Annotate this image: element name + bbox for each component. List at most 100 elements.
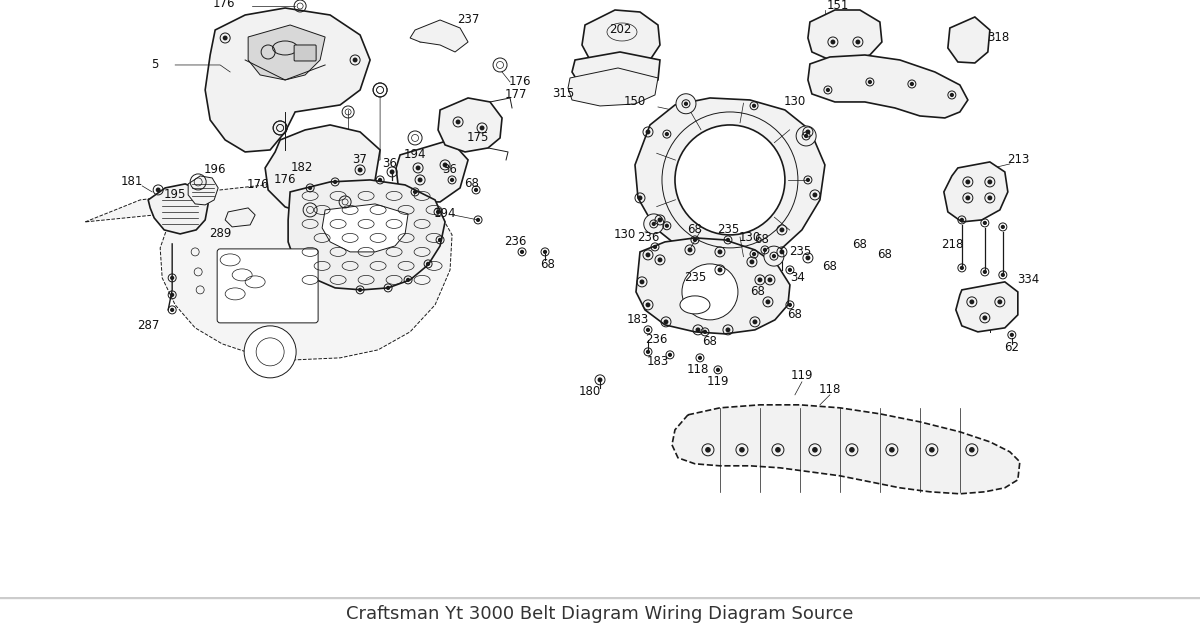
Circle shape (659, 218, 661, 222)
Circle shape (334, 181, 336, 183)
Circle shape (676, 94, 696, 114)
Text: 287: 287 (137, 319, 160, 333)
Circle shape (970, 300, 973, 304)
Text: 177: 177 (505, 88, 527, 101)
Circle shape (643, 214, 664, 234)
Circle shape (414, 190, 416, 193)
Circle shape (911, 83, 913, 86)
Text: 218: 218 (941, 238, 964, 251)
Circle shape (706, 448, 710, 452)
Circle shape (170, 309, 174, 311)
Polygon shape (226, 208, 256, 227)
Circle shape (984, 222, 986, 224)
Circle shape (998, 300, 1002, 304)
Circle shape (437, 210, 439, 214)
Circle shape (788, 304, 791, 306)
Text: 183: 183 (647, 355, 670, 369)
Circle shape (856, 40, 859, 43)
Circle shape (988, 180, 991, 184)
Circle shape (752, 105, 756, 107)
Text: 130: 130 (614, 229, 636, 241)
Circle shape (659, 258, 661, 261)
Text: 62: 62 (1004, 341, 1019, 354)
Ellipse shape (680, 296, 710, 314)
Polygon shape (808, 10, 882, 60)
Circle shape (750, 260, 754, 263)
Circle shape (788, 268, 791, 272)
Text: 194: 194 (404, 149, 426, 161)
Text: 202: 202 (608, 23, 631, 37)
Circle shape (674, 125, 785, 235)
Circle shape (1010, 333, 1013, 336)
Polygon shape (188, 176, 218, 205)
Polygon shape (85, 180, 452, 360)
Polygon shape (956, 282, 1018, 332)
Text: 118: 118 (686, 364, 709, 376)
Polygon shape (148, 184, 208, 234)
Text: 150: 150 (624, 96, 646, 108)
Text: 334: 334 (1016, 273, 1039, 287)
Circle shape (353, 58, 356, 62)
Text: 68: 68 (702, 335, 718, 348)
Circle shape (764, 246, 784, 266)
Polygon shape (808, 55, 968, 118)
Text: 36: 36 (383, 158, 397, 171)
Polygon shape (205, 8, 370, 152)
Polygon shape (672, 405, 1020, 494)
Circle shape (599, 378, 601, 382)
Circle shape (763, 248, 767, 251)
Text: 34: 34 (791, 272, 805, 284)
Text: 176: 176 (274, 173, 296, 186)
Polygon shape (948, 17, 990, 63)
Text: 180: 180 (578, 386, 601, 398)
Circle shape (641, 280, 643, 284)
Circle shape (1002, 226, 1004, 228)
FancyBboxPatch shape (217, 249, 318, 323)
Circle shape (698, 357, 701, 359)
Circle shape (419, 178, 422, 181)
Circle shape (654, 246, 656, 248)
Circle shape (416, 166, 420, 169)
Circle shape (647, 130, 649, 134)
Circle shape (754, 320, 757, 324)
Circle shape (758, 278, 762, 282)
FancyBboxPatch shape (294, 45, 316, 61)
Text: 176: 176 (212, 0, 235, 11)
Text: 68: 68 (822, 260, 838, 273)
Circle shape (451, 178, 454, 181)
Circle shape (719, 268, 721, 272)
Circle shape (696, 328, 700, 331)
Circle shape (647, 328, 649, 331)
Circle shape (806, 256, 810, 260)
Circle shape (716, 369, 719, 371)
Text: 151: 151 (827, 0, 850, 13)
Circle shape (308, 186, 312, 190)
Circle shape (390, 170, 394, 174)
Circle shape (966, 180, 970, 184)
Polygon shape (572, 52, 660, 92)
Circle shape (223, 37, 227, 40)
Circle shape (439, 239, 442, 241)
Circle shape (427, 263, 430, 265)
Polygon shape (944, 162, 1008, 222)
Circle shape (666, 133, 668, 135)
Polygon shape (265, 125, 380, 215)
Text: 194: 194 (434, 207, 456, 220)
Polygon shape (396, 140, 468, 202)
Circle shape (407, 278, 409, 281)
Text: 213: 213 (1007, 154, 1030, 166)
Text: 235: 235 (684, 272, 706, 284)
Text: 37: 37 (353, 154, 367, 166)
Polygon shape (248, 25, 325, 80)
Circle shape (806, 130, 810, 134)
Circle shape (668, 353, 671, 356)
Text: 118: 118 (818, 383, 841, 396)
Circle shape (682, 264, 738, 320)
Circle shape (806, 178, 809, 181)
Circle shape (689, 248, 691, 251)
Circle shape (703, 331, 707, 333)
Text: 68: 68 (755, 233, 769, 246)
Circle shape (889, 448, 894, 452)
Text: 175: 175 (467, 132, 490, 144)
Circle shape (684, 102, 688, 105)
